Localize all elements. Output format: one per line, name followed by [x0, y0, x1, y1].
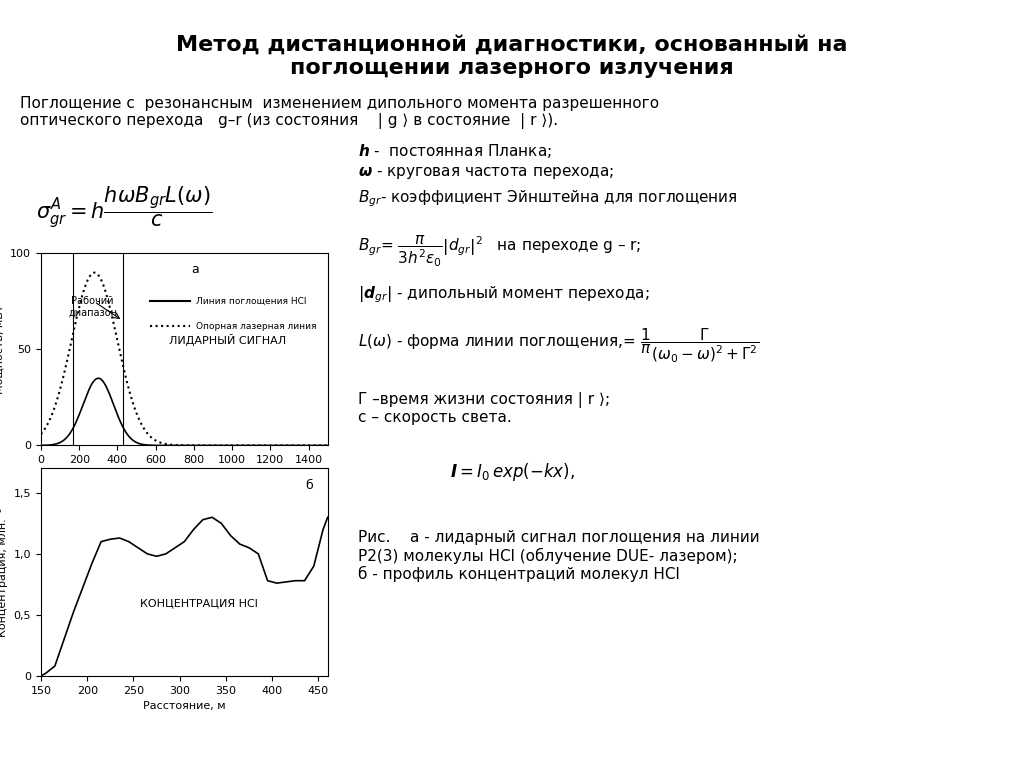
Text: ЛИДАРНЫЙ СИГНАЛ: ЛИДАРНЫЙ СИГНАЛ [169, 334, 286, 346]
Text: $\sigma_{gr}^{A} = h\dfrac{h\omega B_{gr}L(\omega)}{c}$: $\sigma_{gr}^{A} = h\dfrac{h\omega B_{gr… [36, 185, 212, 230]
Text: $\boldsymbol{\omega}$ - круговая частота перехода;: $\boldsymbol{\omega}$ - круговая частота… [358, 165, 614, 181]
Text: Опорная лазерная линия: Опорная лазерная линия [196, 322, 316, 331]
Y-axis label: Мощность, мВт: Мощность, мВт [0, 305, 5, 394]
Text: КОНЦЕНТРАЦИЯ HCl: КОНЦЕНТРАЦИЯ HCl [139, 598, 258, 608]
Text: а: а [190, 263, 199, 276]
Text: Поглощение с  резонансным  изменением дипольного момента разрешенного
оптическог: Поглощение с резонансным изменением дипо… [20, 96, 659, 129]
Text: Рабочий
диапазон: Рабочий диапазон [68, 296, 117, 317]
X-axis label: Расстояние, м: Расстояние, м [143, 701, 225, 711]
Text: Г –время жизни состояния | r ⟩;
с – скорость света.: Г –время жизни состояния | r ⟩; с – скор… [358, 392, 610, 425]
Text: $\boldsymbol{B_{gr}}$- коэффициент Эйнштейна для поглощения: $\boldsymbol{B_{gr}}$- коэффициент Эйншт… [358, 188, 738, 209]
X-axis label: Расстояние, м: Расстояние, м [143, 471, 225, 481]
Text: $\boldsymbol{I} = \boldsymbol{I_0}\,exp(-kx),$: $\boldsymbol{I} = \boldsymbol{I_0}\,exp(… [450, 461, 574, 483]
Text: $\left|\boldsymbol{d}_{gr}\right|$ - дипольный момент перехода;: $\left|\boldsymbol{d}_{gr}\right|$ - дип… [358, 284, 650, 305]
Text: Рис.    а - лидарный сигнал поглощения на линии
P2(3) молекулы HCl (облучение DU: Рис. а - лидарный сигнал поглощения на л… [358, 530, 760, 582]
Text: Метод дистанционной диагностики, основанный на
поглощении лазерного излучения: Метод дистанционной диагностики, основан… [176, 35, 848, 78]
Text: б: б [305, 479, 313, 492]
Text: $L(\omega)$ - форма линии поглощения,= $\dfrac{1}{\pi}\dfrac{\Gamma}{(\omega_0-\: $L(\omega)$ - форма линии поглощения,= $… [358, 326, 760, 364]
Text: $\boldsymbol{B_{gr}}$= $\dfrac{\pi}{3h^2\varepsilon_0}\left|d_{gr}\right|^2$   н: $\boldsymbol{B_{gr}}$= $\dfrac{\pi}{3h^2… [358, 234, 642, 270]
Y-axis label: Концентрация, млн.⁻¹: Концентрация, млн.⁻¹ [0, 508, 8, 637]
Text: $\boldsymbol{h}$ -  постоянная Планка;: $\boldsymbol{h}$ - постоянная Планка; [358, 142, 552, 160]
Text: Линия поглощения HCl: Линия поглощения HCl [196, 297, 306, 306]
